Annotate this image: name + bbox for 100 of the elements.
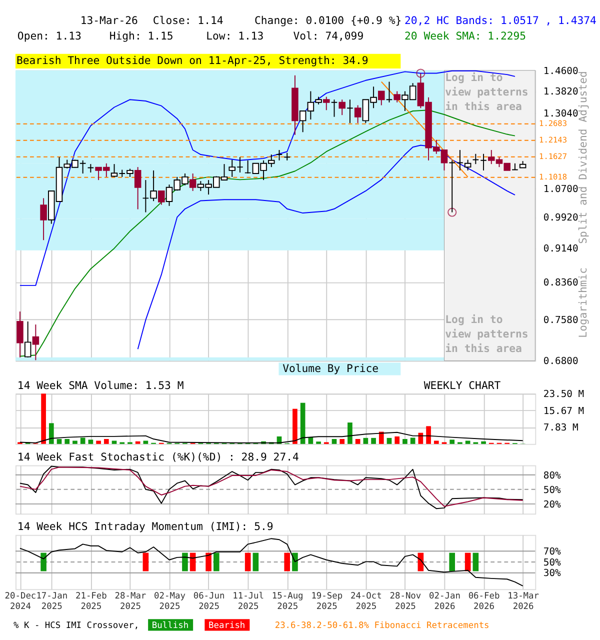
bar (72, 440, 78, 444)
candlestick (338, 99, 346, 116)
y-tick-label: 0.6800 (543, 356, 578, 368)
x-tick-label: 20-Dec 2024 (4, 591, 36, 612)
line-series (19, 538, 524, 586)
candlestick (189, 173, 196, 192)
y-tick-label: 0.9140 (543, 244, 578, 255)
bar (41, 394, 46, 444)
bar (481, 441, 486, 444)
bar (143, 440, 148, 444)
y-tick-label: 1.0700 (543, 184, 578, 195)
candlestick (394, 90, 400, 103)
y-tick-label: 1.3820 (543, 86, 578, 98)
chart-title: 14 Week SMA Volume: 1.53 M (17, 378, 184, 392)
text: Vol: 74,099 (293, 29, 364, 42)
candlestick (480, 153, 487, 171)
candlestick (158, 190, 165, 206)
annotation: Log in to view patterns in this area (445, 71, 528, 114)
annotation: Log in to view patterns in this area (445, 312, 528, 355)
candlestick (346, 99, 354, 124)
x-tick-label: 06-Jun 2025 (193, 591, 225, 612)
text: Change: 0.0100 {+0.9 %} (254, 14, 402, 27)
text: Bearish (208, 620, 246, 631)
bar (80, 438, 86, 444)
x-tick-label: 28-Nov 2025 (390, 591, 422, 612)
bar (56, 439, 62, 444)
chart-title: Bearish Three Outside Down on 11-Apr-25, Strength: 34.9 (16, 54, 368, 68)
text: Bullish (152, 620, 189, 631)
ref-line-label: 1.1018 (539, 172, 568, 182)
candlestick (323, 96, 330, 111)
bar (426, 426, 431, 444)
x-tick-label: 11-Jul 2025 (232, 591, 264, 612)
y-tick-label: 1.4600 (543, 66, 578, 77)
bar (371, 438, 376, 444)
y-tick-label: 20% (543, 499, 562, 510)
legend-title: % K - HCS IMI Crossover, (14, 620, 140, 631)
bar (64, 439, 70, 444)
chart-title: 14 Week Fast Stochastic (%K)(%D) : 28.9 27.4 (17, 450, 299, 464)
candlestick (378, 90, 385, 106)
candlestick (24, 320, 32, 358)
bar (332, 439, 337, 444)
ref-line-label: 1.2683 (539, 118, 568, 128)
x-tick-label: 15-Aug 2025 (272, 591, 304, 612)
candlestick (512, 162, 518, 170)
x-tick-label: 17-Jan 2025 (36, 591, 68, 612)
bar (363, 438, 368, 444)
x-tick-label: 13-Mar 2026 (508, 591, 539, 612)
text: 13-Mar-26 (80, 14, 138, 27)
bar (340, 439, 345, 444)
x-tick-label: 21-Feb 2025 (75, 591, 107, 612)
text: Close: 1.14 (152, 14, 224, 27)
y-tick-label: 80% (543, 470, 562, 482)
candlestick (134, 166, 142, 210)
candlestick (386, 81, 393, 103)
chart-title: 14 Week HCS Intraday Momentum (IMI): 5.9 (17, 520, 274, 534)
text: Volume By Price (282, 362, 379, 375)
text: Low: 1.13 (206, 29, 264, 42)
x-tick-label: 28-Mar 2025 (114, 591, 146, 612)
candlestick (330, 99, 338, 118)
bar (355, 439, 360, 444)
x-tick-label: 06-Feb 2026 (468, 591, 500, 612)
bar (386, 438, 392, 444)
y-tick-label: 15.67 M (543, 406, 584, 417)
bar (135, 441, 140, 444)
y-tick-label: 50% (543, 484, 562, 496)
candlestick (40, 198, 47, 241)
candlestick (464, 159, 472, 171)
bar (88, 440, 94, 444)
candlestick (276, 150, 283, 161)
y-tick-label: 23.50 M (543, 389, 584, 400)
bar (402, 439, 408, 444)
x-tick-label: 02-May 2025 (154, 591, 186, 612)
y-tick-label: 0.7580 (543, 314, 578, 326)
y-tick-label: 7.83 M (543, 422, 578, 434)
candlestick (456, 150, 464, 171)
bar (378, 432, 384, 444)
bar (450, 440, 455, 444)
candlestick (32, 324, 40, 361)
x-tick-label: 24-Oct 2025 (350, 591, 382, 612)
ref-line-label: 1.1627 (539, 152, 568, 161)
x-tick-label: 02-Jan 2026 (429, 591, 460, 612)
text: 23.6-38.2-50-61.8% Fibonacci Retracements (274, 620, 490, 631)
bar (465, 440, 470, 444)
candlestick (354, 104, 362, 124)
y-tick-label: 1.3040 (543, 108, 578, 120)
bar (96, 440, 101, 444)
y-tick-label: 30% (543, 568, 562, 580)
candlestick (16, 311, 24, 358)
candlestick (284, 152, 290, 161)
bar (434, 440, 439, 444)
text: Open: 1.13 (17, 29, 82, 42)
bar (410, 438, 416, 444)
text: 20,2 HC Bands: 1.0517 , 1.4374 (404, 14, 596, 27)
y-tick-label: 0.8360 (543, 278, 578, 289)
ref-line-label: 1.2143 (539, 135, 568, 144)
y-tick-label: 70% (543, 546, 562, 558)
bar (292, 408, 298, 444)
line-series (19, 432, 524, 444)
bar (300, 402, 306, 444)
candlestick (472, 153, 480, 165)
